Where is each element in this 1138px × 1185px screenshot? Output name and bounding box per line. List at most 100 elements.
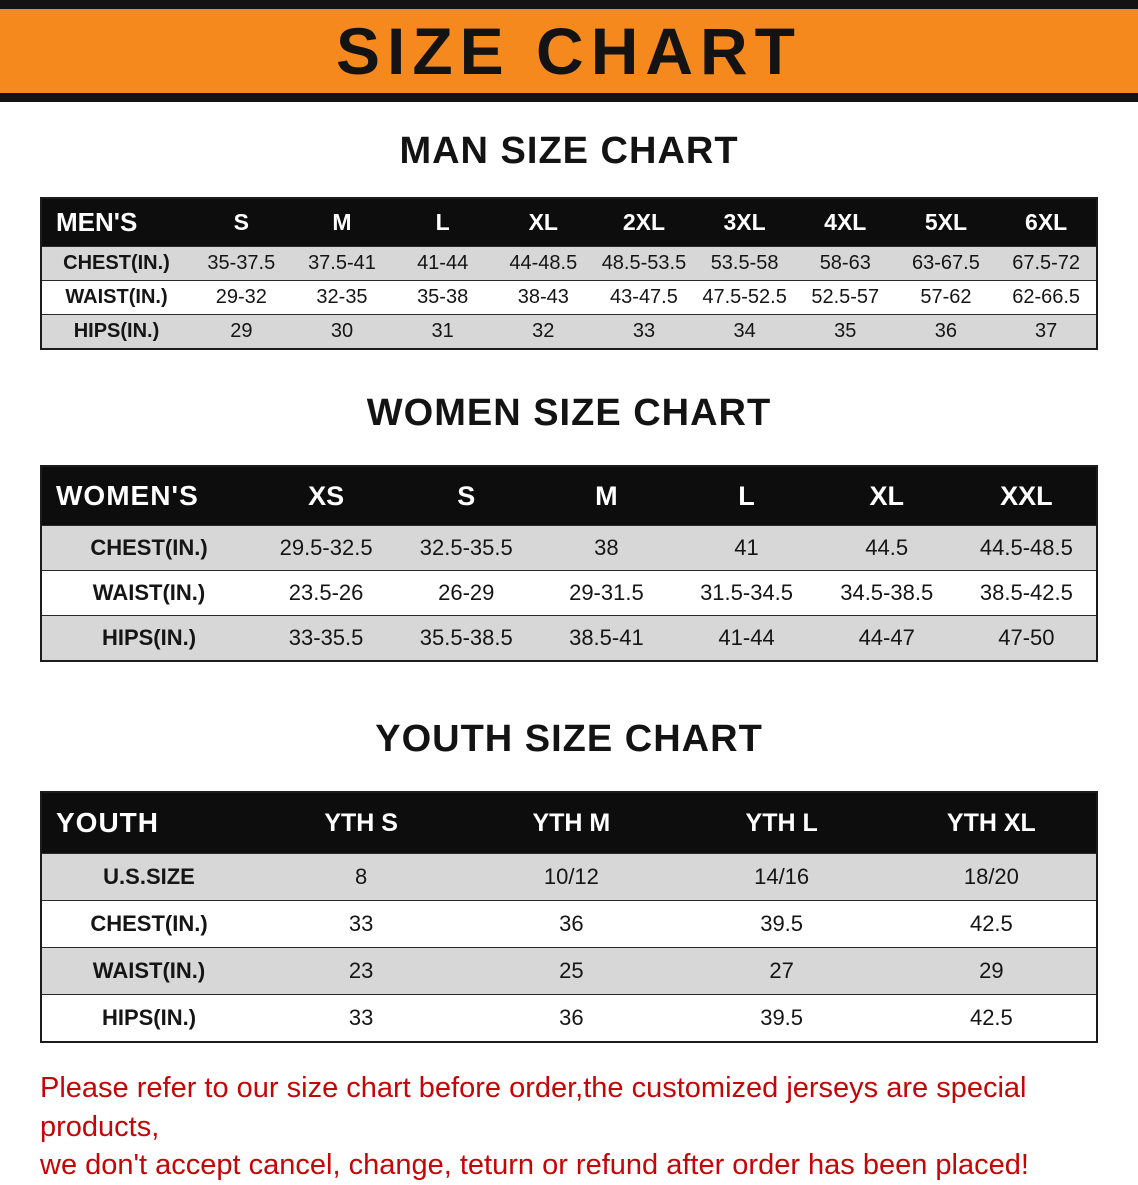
row-label: WAIST(IN.) (92, 958, 206, 983)
row-label: HIPS(IN.) (101, 1005, 197, 1030)
table-cell: 26-29 (438, 580, 495, 605)
table-cell: 35-38 (417, 286, 469, 308)
youth-table-wrapper: YOUTH YTH S YTH M YTH L YTH XL U.S.SIZE 8 10/12… (0, 761, 1138, 1043)
table-cell: 42.5 (969, 911, 1013, 936)
table-cell: 14/16 (754, 864, 810, 889)
table-cell: 36 (559, 1005, 584, 1030)
table-cell: 32 (532, 320, 555, 342)
column-header: 6XL (996, 198, 1097, 247)
table-cell: 47-50 (998, 625, 1055, 650)
column-header: YTH M (466, 792, 677, 854)
table-corner-label: MEN'S (41, 198, 191, 247)
row-label: CHEST(IN.) (90, 535, 208, 560)
disclaimer-line-2: we don't accept cancel, change, teturn o… (40, 1149, 1029, 1182)
table-row: CHEST(IN.) 29.5-32.5 32.5-35.5 38 41 44.5 44.5… (41, 525, 1097, 571)
women-size-table: WOMEN'S XS S M L XL XXL CHEST(IN.) 29.5-32.5 32.5… (40, 465, 1098, 662)
table-corner-label: WOMEN'S (41, 466, 256, 526)
table-cell: 33 (632, 320, 656, 342)
column-header: M (291, 198, 393, 247)
row-label: U.S.SIZE (103, 864, 195, 889)
table-cell: 29 (979, 958, 1004, 983)
table-cell: 29-32 (215, 286, 267, 308)
column-header: YTH S (256, 792, 467, 854)
table-cell: 57-62 (920, 286, 972, 308)
table-cell: 41 (734, 535, 759, 560)
column-header: XL (816, 466, 957, 526)
row-label: WAIST(IN.) (65, 286, 168, 308)
column-header: YTH XL (886, 792, 1097, 854)
women-table-wrapper: WOMEN'S XS S M L XL XXL CHEST(IN.) 29.5-32.5 32.5… (0, 435, 1138, 662)
table-cell: 44-48.5 (509, 252, 578, 274)
table-cell: 35 (834, 320, 857, 342)
table-cell: 37.5-41 (308, 252, 376, 274)
table-cell: 62-66.5 (1012, 286, 1081, 308)
table-cell: 8 (355, 864, 368, 889)
table-cell: 39.5 (760, 911, 804, 936)
table-cell: 36 (934, 320, 958, 342)
table-cell: 25 (559, 958, 584, 983)
table-row: WAIST(IN.) 29-32 32-35 35-38 38-43 43-47.5 47.… (41, 280, 1097, 315)
men-table-wrapper: MEN'S S M L XL 2XL 3XL 4XL 5XL 6XL CHEST(IN.) 35-37… (0, 173, 1138, 350)
youth-size-table: YOUTH YTH S YTH M YTH L YTH XL U.S.SIZE 8 10/12… (40, 791, 1098, 1043)
table-cell: 63-67.5 (912, 252, 980, 274)
table-row: HIPS(IN.) 33-35.5 35.5-38.5 38.5-41 41-44 44-… (41, 615, 1097, 661)
table-row: WAIST(IN.) 23 25 27 29 (41, 947, 1097, 995)
table-cell: 35-37.5 (207, 252, 276, 274)
table-cell: 33 (348, 1005, 374, 1030)
disclaimer-note: Please refer to our size chart before or… (40, 1069, 1098, 1185)
youth-size-section: YOUTH SIZE CHART YOUTH YTH S YTH M YTH L YTH… (0, 662, 1138, 1043)
table-cell: 37 (1035, 320, 1058, 342)
table-cell: 38-43 (517, 286, 569, 308)
table-cell: 38.5-41 (569, 625, 644, 650)
table-cell: 39.5 (760, 1005, 804, 1030)
column-header: XL (492, 198, 594, 247)
size-chart-banner: SIZE CHART (0, 0, 1138, 102)
table-row: HIPS(IN.) 29 30 31 32 33 34 35 36 37 (41, 314, 1097, 349)
table-row: U.S.SIZE 8 10/12 14/16 18/20 (41, 853, 1097, 901)
men-section-heading: MAN SIZE CHART (399, 130, 739, 172)
column-header: 3XL (694, 198, 795, 247)
table-row: CHEST(IN.) 35-37.5 37.5-41 41-44 44-48.5 48.5… (41, 246, 1097, 281)
table-cell: 47.5-52.5 (702, 286, 787, 308)
column-header: M (536, 466, 677, 526)
page-title: SIZE CHART (336, 14, 802, 88)
table-cell: 41-44 (417, 252, 469, 274)
table-header-row: WOMEN'S XS S M L XL XXL (41, 466, 1097, 526)
row-label: HIPS(IN.) (101, 625, 197, 650)
row-label: CHEST(IN.) (90, 911, 208, 936)
table-row: WAIST(IN.) 23.5-26 26-29 29-31.5 31.5-34.5 34… (41, 570, 1097, 616)
table-cell: 38.5-42.5 (979, 580, 1073, 605)
table-cell: 42.5 (969, 1005, 1013, 1030)
column-header: L (392, 198, 493, 247)
table-row: HIPS(IN.) 33 36 39.5 42.5 (41, 994, 1097, 1042)
table-cell: 44.5 (865, 535, 909, 560)
men-size-table: MEN'S S M L XL 2XL 3XL 4XL 5XL 6XL CHEST(IN.) 35-37… (40, 197, 1098, 350)
table-cell: 31 (431, 320, 454, 342)
table-cell: 44-47 (858, 625, 915, 650)
table-corner-label: YOUTH (41, 792, 256, 854)
column-header: L (676, 466, 817, 526)
table-cell: 33-35.5 (288, 625, 364, 650)
men-size-section: MAN SIZE CHART MEN'S S M L XL 2XL 3XL 4XL 5XL 6XL… (0, 102, 1138, 350)
row-label: HIPS(IN.) (73, 320, 160, 342)
column-header: S (396, 466, 537, 526)
column-header: S (191, 198, 292, 247)
table-cell: 52.5-57 (811, 286, 880, 308)
disclaimer-line-1: Please refer to our size chart before or… (40, 1072, 1027, 1143)
table-cell: 10/12 (543, 864, 599, 889)
row-label: CHEST(IN.) (63, 252, 170, 274)
table-cell: 34 (733, 320, 756, 342)
table-cell: 33 (348, 911, 374, 936)
table-cell: 30 (330, 320, 354, 342)
table-header-row: MEN'S S M L XL 2XL 3XL 4XL 5XL 6XL (41, 198, 1097, 247)
table-cell: 58-63 (819, 252, 871, 274)
table-cell: 31.5-34.5 (700, 580, 794, 605)
table-cell: 36 (559, 911, 584, 936)
table-cell: 27 (769, 958, 794, 983)
row-label: WAIST(IN.) (92, 580, 206, 605)
table-cell: 29.5-32.5 (279, 535, 373, 560)
women-size-section: WOMEN SIZE CHART WOMEN'S XS S M L XL XXL CHEST(… (0, 350, 1138, 662)
table-cell: 67.5-72 (1012, 252, 1081, 274)
table-cell: 41-44 (718, 625, 775, 650)
table-cell: 38 (594, 535, 619, 560)
